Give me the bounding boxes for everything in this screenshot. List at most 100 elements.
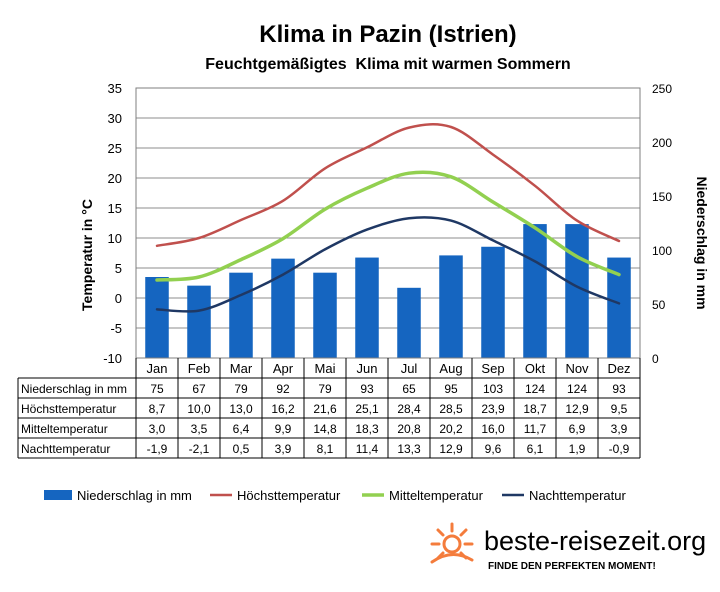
x-tick-label: Jun [357, 361, 378, 376]
table-row-label: Höchsttemperatur [21, 402, 116, 416]
y-tick-label-right: 250 [652, 82, 672, 96]
precipitation-bar [565, 224, 589, 358]
y-tick-label-left: 30 [108, 111, 122, 126]
table-cell: 13,0 [229, 402, 253, 416]
table-cell: 8,1 [317, 442, 334, 456]
x-tick-label: Jan [147, 361, 168, 376]
chart-title: Klima in Pazin (Istrien) [259, 21, 516, 48]
table-cell: 6,4 [233, 422, 250, 436]
precipitation-bars [145, 224, 631, 358]
table-cell: 13,3 [397, 442, 421, 456]
precipitation-bar [355, 257, 379, 358]
table-cell: -1,9 [147, 442, 168, 456]
x-tick-label: Mar [230, 361, 253, 376]
y-tick-label-left: 25 [108, 141, 122, 156]
chart-subtitle: Feuchtgemäßigtes Klima mit warmen Sommer… [205, 56, 570, 73]
y-tick-label-left: 15 [108, 201, 122, 216]
table-cell: 6,9 [569, 422, 586, 436]
temperature-lines [155, 123, 621, 313]
x-tick-label: Aug [439, 361, 462, 376]
table-row-label: Nachttemperatur [21, 442, 110, 456]
table-cell: 18,3 [355, 422, 379, 436]
table-cell: 18,7 [523, 402, 547, 416]
table-cell: 79 [318, 382, 332, 396]
precipitation-bar [187, 285, 211, 358]
y-tick-label-left: 35 [108, 81, 122, 96]
y-tick-label-right: 200 [652, 136, 672, 150]
table-cell: 23,9 [481, 402, 505, 416]
table-cell: -2,1 [189, 442, 210, 456]
table-cell: 21,6 [313, 402, 337, 416]
y-tick-label-right: 150 [652, 190, 672, 204]
y-tick-label-left: -10 [103, 351, 122, 366]
x-tick-label: Dez [607, 361, 630, 376]
precipitation-bar [229, 272, 253, 358]
table-cell: 93 [360, 382, 374, 396]
precipitation-bar [439, 255, 463, 358]
precipitation-bar [607, 257, 631, 358]
precipitation-bar [481, 246, 505, 358]
y-tick-label-right: 50 [652, 298, 666, 312]
brand-tagline: FINDE DEN PERFEKTEN MOMENT! [488, 561, 656, 572]
precipitation-bar [271, 258, 295, 358]
table-cell: 16,2 [271, 402, 295, 416]
table-cell: 103 [483, 382, 503, 396]
y-tick-label-right: 100 [652, 244, 672, 258]
table-cell: 20,2 [439, 422, 463, 436]
x-tick-label: Jul [401, 361, 418, 376]
table-cell: 6,1 [527, 442, 544, 456]
y-axis-right-title: Niederschlag in mm [694, 176, 710, 309]
table-cell: 124 [525, 382, 545, 396]
table-cell: 93 [612, 382, 626, 396]
x-tick-label: Sep [481, 361, 504, 376]
x-tick-label: Mai [315, 361, 336, 376]
x-tick-label: Feb [188, 361, 210, 376]
table-cell: 124 [567, 382, 587, 396]
table-cell: 11,7 [524, 422, 547, 436]
table-cell: 75 [150, 382, 164, 396]
y-tick-label-left: -5 [110, 321, 122, 336]
y-axis-left-title: Temperatur in °C [79, 199, 95, 311]
y-axis-right-ticks: 250 200 150 100 50 0 [652, 82, 672, 366]
table-cell: 25,1 [355, 402, 379, 416]
precipitation-bar [397, 287, 421, 358]
y-axis-left-ticks: 35 30 25 20 15 10 5 0 -5 -10 [103, 81, 122, 366]
table-cell: 3,5 [191, 422, 208, 436]
table-cell: 14,8 [313, 422, 337, 436]
table-cell: 9,5 [611, 402, 628, 416]
precipitation-bar [145, 277, 169, 358]
x-tick-label: Okt [525, 361, 546, 376]
table-cell: 9,9 [275, 422, 292, 436]
line-h-chsttemperatur [155, 123, 621, 248]
y-tick-label-left: 10 [108, 231, 122, 246]
table-row-label: Mitteltemperatur [21, 422, 108, 436]
table-cell: 16,0 [481, 422, 505, 436]
precipitation-bar [523, 224, 547, 358]
y-tick-label-left: 0 [115, 291, 122, 306]
table-cell: 28,5 [439, 402, 463, 416]
brand-site-name: beste-reisezeit.org [484, 526, 706, 556]
table-cell: 0,5 [233, 442, 250, 456]
table-cell: 92 [276, 382, 290, 396]
data-table: Jan Feb Mar Apr Mai Jun Jul Aug Sep Okt Nov Dez Nied… [17, 358, 641, 459]
table-cell: 3,9 [611, 422, 628, 436]
y-tick-label-right: 0 [652, 352, 659, 366]
line-mitteltemperatur [155, 170, 621, 282]
legend-label: Nachttemperatur [529, 488, 626, 503]
x-tick-label: Apr [273, 361, 294, 376]
legend-label: Niederschlag in mm [77, 488, 192, 503]
legend-label: Mitteltemperatur [389, 488, 484, 503]
table-cell: 1,9 [569, 442, 586, 456]
table-cell: 11,4 [356, 442, 379, 456]
legend-label: Höchsttemperatur [237, 488, 341, 503]
table-cell: 95 [444, 382, 458, 396]
table-cell: 9,6 [485, 442, 502, 456]
sun-icon [430, 522, 474, 564]
brand-logo: beste-reisezeit.org FINDE DEN PERFEKTEN … [430, 522, 706, 572]
table-cell: 12,9 [565, 402, 589, 416]
table-cell: 8,7 [149, 402, 166, 416]
table-cell: -0,9 [609, 442, 630, 456]
table-cell: 67 [192, 382, 206, 396]
table-row-label: Niederschlag in mm [21, 382, 127, 396]
